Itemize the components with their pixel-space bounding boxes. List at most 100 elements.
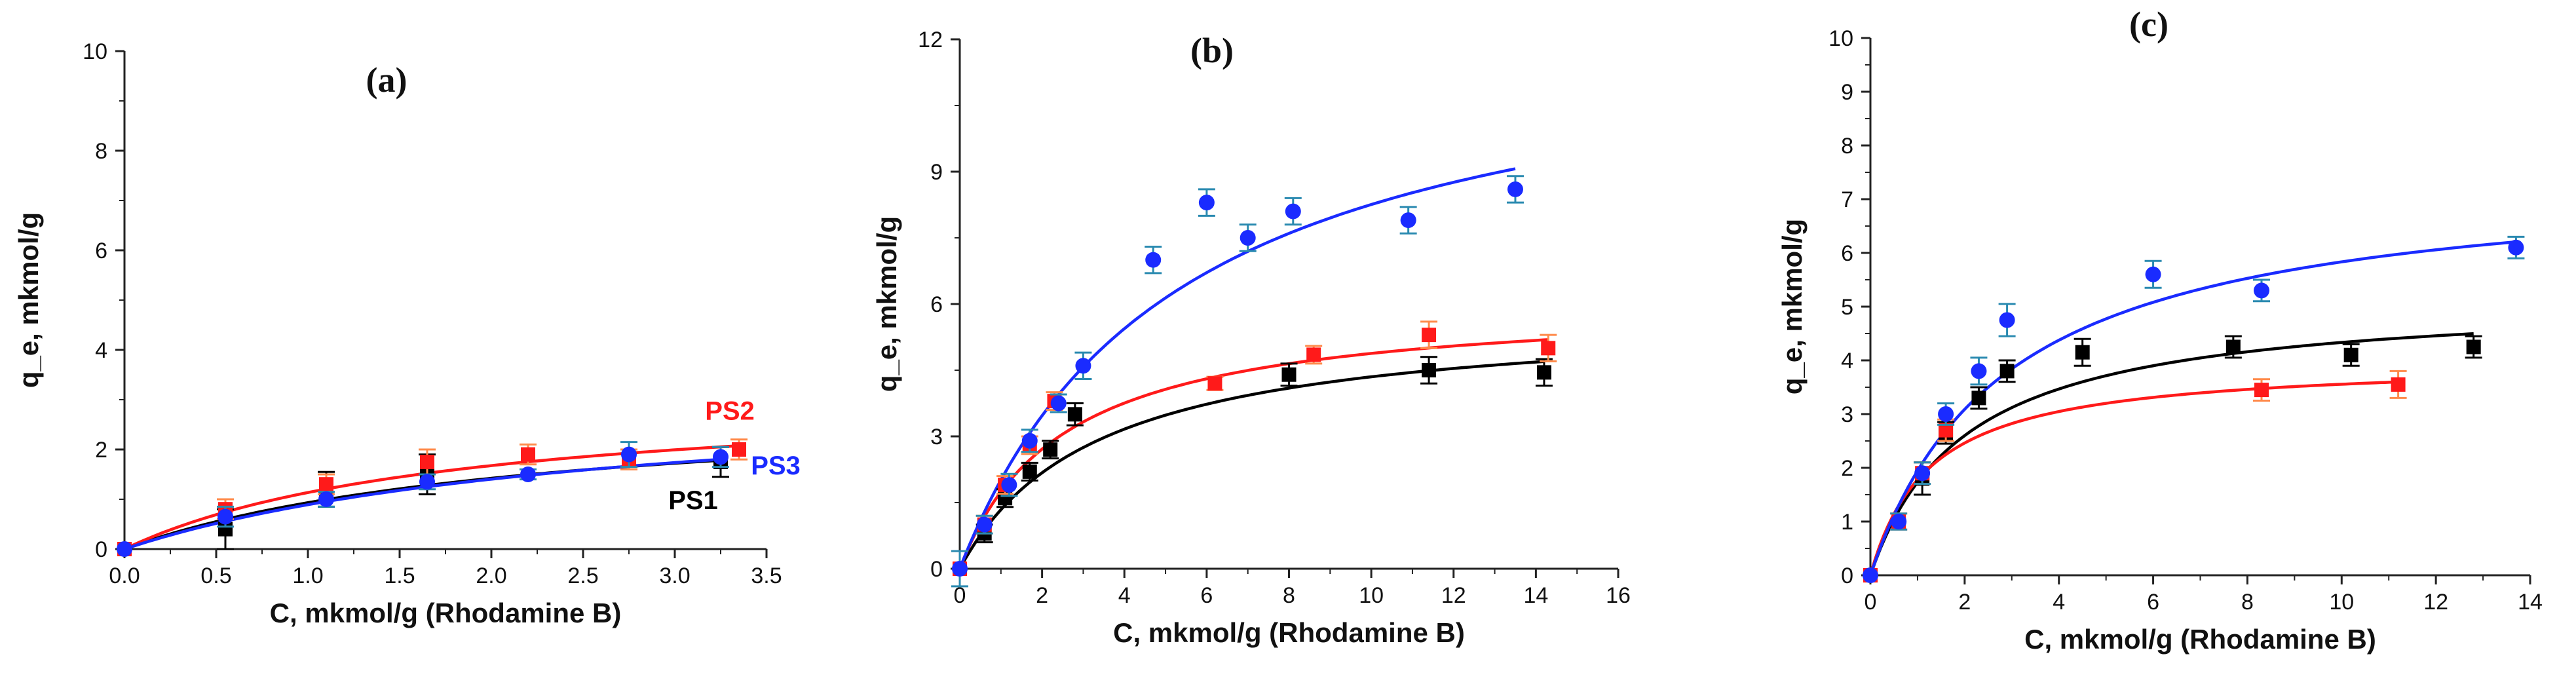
data-point-ps3 [621, 446, 637, 463]
data-point-ps2 [1541, 341, 1556, 356]
data-point-ps1 [1067, 407, 1082, 422]
data-point-ps1 [1043, 442, 1058, 457]
x-tick-label: 2.0 [476, 563, 506, 588]
data-point-ps2 [1422, 328, 1437, 343]
x-tick-label: 10 [2329, 590, 2354, 615]
x-tick-label: 2 [1036, 583, 1048, 608]
x-tick-label: 0.5 [200, 563, 231, 588]
y-tick-label: 2 [95, 438, 107, 463]
x-tick-label: 2 [1958, 590, 1971, 615]
panel-label: (c) [2129, 5, 2169, 44]
data-point-ps3 [1914, 465, 1931, 482]
data-point-ps2 [521, 447, 535, 462]
x-tick-label: 4 [2053, 590, 2065, 615]
series-label-ps3: PS3 [751, 451, 801, 480]
data-point-ps2 [2391, 377, 2406, 392]
y-tick-label: 9 [930, 160, 943, 185]
y-tick-label: 0 [1841, 563, 1853, 588]
data-point-ps3 [1145, 252, 1162, 268]
x-tick-label: 0.0 [109, 563, 140, 588]
data-point-ps3 [1075, 358, 1091, 374]
data-point-ps3 [713, 449, 729, 465]
data-point-ps3 [1400, 212, 1416, 229]
y-tick-label: 5 [1841, 295, 1853, 320]
x-tick-label: 6 [2147, 590, 2159, 615]
data-point-ps3 [117, 541, 132, 557]
data-point-ps1 [1281, 367, 1297, 382]
panel-label: (a) [366, 60, 407, 100]
fit-curve-ps2 [958, 338, 1549, 569]
x-tick-label: 16 [1606, 583, 1631, 608]
data-point-ps3 [1999, 312, 2015, 328]
data-point-ps3 [1240, 230, 1256, 246]
data-point-ps2 [1207, 376, 1222, 391]
x-tick-label: 4 [1118, 583, 1131, 608]
y-tick-label: 0 [930, 557, 943, 582]
x-tick-label: 1.0 [292, 563, 323, 588]
fit-curve-ps3 [1868, 240, 2516, 576]
data-point-ps3 [1863, 567, 1878, 583]
x-tick-label: 8 [1283, 583, 1295, 608]
data-point-ps3 [1198, 195, 1215, 211]
x-tick-label: 6 [1200, 583, 1213, 608]
data-point-ps1 [1999, 364, 2015, 379]
data-point-ps3 [218, 508, 233, 525]
x-axis-title: C, mkmol/g (Rhodamine B) [2024, 624, 2376, 655]
x-tick-label: 0 [954, 583, 966, 608]
data-point-ps3 [520, 467, 536, 482]
x-tick-label: 14 [2518, 590, 2543, 615]
x-tick-label: 0 [1865, 590, 1877, 615]
data-point-ps3 [952, 561, 968, 577]
data-point-ps1 [1536, 365, 1551, 380]
data-point-ps1 [1971, 391, 1986, 406]
data-point-ps3 [2254, 282, 2270, 299]
data-point-ps3 [1021, 432, 1038, 449]
y-tick-label: 0 [95, 537, 107, 562]
data-point-ps2 [732, 442, 746, 457]
y-tick-label: 3 [1841, 402, 1853, 427]
y-axis-title: q_e, mkmol/g [13, 212, 44, 388]
data-point-ps3 [318, 491, 334, 507]
x-axis-title: C, mkmol/g (Rhodamine B) [270, 598, 622, 628]
data-point-ps1 [218, 522, 233, 537]
data-point-ps3 [1285, 203, 1301, 219]
data-point-ps3 [976, 516, 993, 533]
y-tick-label: 10 [1828, 26, 1853, 51]
data-point-ps2 [1306, 347, 1321, 362]
x-tick-label: 12 [1441, 583, 1466, 608]
data-point-ps2 [319, 477, 333, 492]
fit-curve-ps1 [1868, 332, 2474, 576]
data-point-ps3 [1507, 181, 1523, 197]
y-tick-label: 8 [1841, 134, 1853, 159]
data-point-ps2 [1939, 423, 1954, 438]
data-point-ps1 [2226, 339, 2241, 354]
series-label-ps1: PS1 [668, 486, 718, 515]
y-tick-label: 1 [1841, 510, 1853, 535]
y-tick-label: 4 [1841, 349, 1853, 373]
y-tick-label: 12 [918, 28, 943, 52]
data-point-ps1 [2343, 347, 2358, 362]
data-point-ps3 [2508, 239, 2524, 256]
y-tick-label: 4 [95, 338, 107, 363]
x-tick-label: 12 [2423, 590, 2448, 615]
data-point-ps3 [2145, 266, 2161, 282]
data-point-ps3 [1971, 363, 1987, 379]
data-point-ps3 [1001, 477, 1017, 493]
x-tick-label: 1.5 [384, 563, 415, 588]
x-tick-label: 14 [1523, 583, 1548, 608]
y-tick-label: 6 [95, 238, 107, 263]
data-point-ps3 [1050, 395, 1067, 411]
y-axis-title: q_e, mkmol/g [871, 216, 902, 392]
y-tick-label: 6 [1841, 241, 1853, 266]
panel-b: 0 2 4 6 8 10 12 14 16 0 3 6 9 12 C, mkmol/g (Rhodamine… [871, 28, 1631, 648]
x-tick-label: 10 [1359, 583, 1384, 608]
x-tick-label: 3.0 [659, 563, 690, 588]
data-point-ps2 [420, 455, 434, 469]
data-point-ps2 [2254, 383, 2269, 398]
x-tick-label: 8 [2241, 590, 2254, 615]
panel-label: (b) [1190, 31, 1234, 70]
data-point-ps1 [2466, 339, 2481, 354]
y-tick-label: 2 [1841, 456, 1853, 481]
